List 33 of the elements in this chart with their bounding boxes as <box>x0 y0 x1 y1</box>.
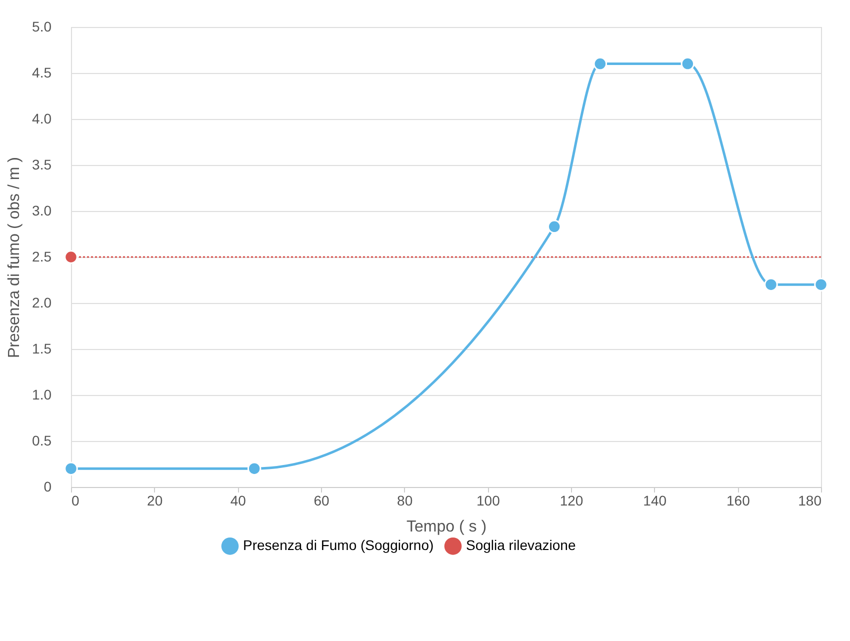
y-tick-label: 4.5 <box>32 64 52 80</box>
x-tick-label: 140 <box>643 492 667 508</box>
x-tick-label: 0 <box>72 492 80 508</box>
point <box>680 56 695 71</box>
x-tick-label: 20 <box>147 492 163 508</box>
y-tick-label: 1.0 <box>32 386 52 402</box>
y-tick-label: 3.5 <box>32 156 52 172</box>
y-axis-title: Presenza di fumo ( obs / m ) <box>6 157 24 358</box>
x-tick-label: 180 <box>798 492 822 508</box>
x-tick-label: 100 <box>476 492 500 508</box>
y-tick-label: 3.0 <box>32 202 52 218</box>
legend-label: Presenza di Fumo (Soggiorno) <box>243 537 434 554</box>
x-tick-label: 80 <box>397 492 413 508</box>
point <box>64 462 78 476</box>
x-tick-label: 60 <box>314 492 330 508</box>
point <box>593 56 608 71</box>
x-axis-title: Tempo ( s ) <box>406 518 487 536</box>
y-tick-label: 2.5 <box>32 248 52 264</box>
x-tick-label: 160 <box>726 492 750 508</box>
point <box>247 462 262 476</box>
y-tick-label: 0 <box>44 478 52 494</box>
point <box>814 278 828 292</box>
y-tick-label: 5.0 <box>32 18 52 34</box>
x-tick-label: 120 <box>560 492 584 508</box>
y-tick-label: 0.5 <box>32 432 52 448</box>
y-tick-label: 4.0 <box>32 110 52 126</box>
legend-label: Soglia rilevazione <box>466 537 576 554</box>
point <box>64 250 78 264</box>
y-tick-label: 2.0 <box>32 294 52 310</box>
point <box>764 278 778 292</box>
point <box>547 220 562 234</box>
y-tick-label: 1.5 <box>32 340 52 356</box>
x-tick-label: 40 <box>230 492 246 508</box>
